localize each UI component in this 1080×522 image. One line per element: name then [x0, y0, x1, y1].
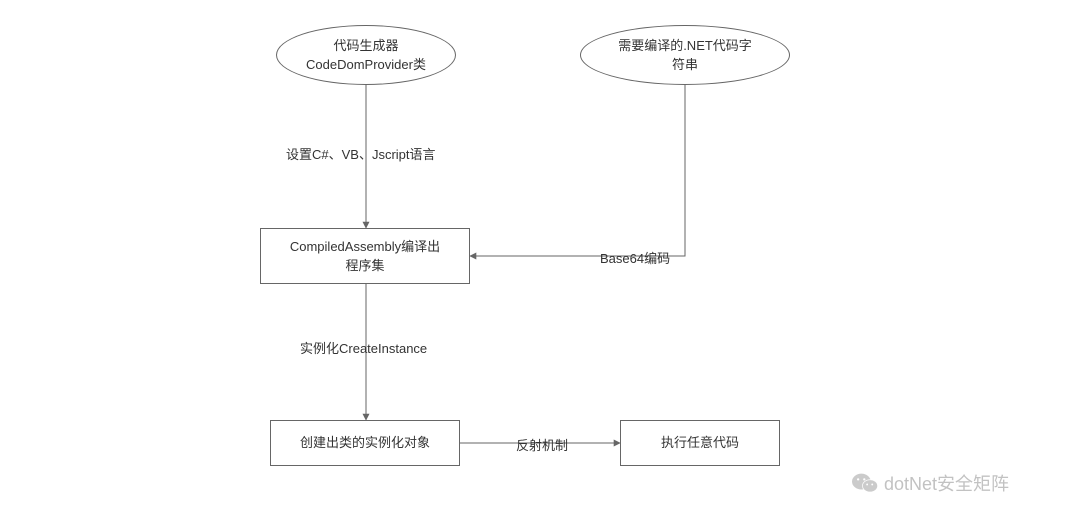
node-codedom-provider: 代码生成器 CodeDomProvider类 — [276, 25, 456, 85]
edge-label-createinstance: 实例化CreateInstance — [300, 338, 427, 357]
node-create-instance: 创建出类的实例化对象 — [270, 420, 460, 466]
watermark-text: dotNet安全矩阵 — [884, 470, 1009, 496]
node-execute-code: 执行任意代码 — [620, 420, 780, 466]
node-line: 符串 — [672, 55, 698, 75]
wechat-icon — [852, 472, 878, 494]
node-line: 程序集 — [345, 256, 384, 276]
node-line: 需要编译的.NET代码字 — [618, 36, 752, 56]
node-line: 执行任意代码 — [661, 433, 739, 453]
node-line: CompiledAssembly编译出 — [290, 237, 440, 257]
edge-label-reflection: 反射机制 — [516, 435, 568, 454]
node-compiled-assembly: CompiledAssembly编译出 程序集 — [260, 228, 470, 284]
edge-label-base64: Base64编码 — [600, 248, 670, 267]
watermark: dotNet安全矩阵 — [852, 470, 1009, 496]
edge-n2-n3 — [470, 85, 685, 256]
node-line: 创建出类的实例化对象 — [300, 433, 430, 453]
node-line: CodeDomProvider类 — [306, 55, 426, 75]
edge-label-language: 设置C#、VB、Jscript语言 — [286, 144, 436, 163]
node-line: 代码生成器 — [333, 36, 398, 56]
node-source-string: 需要编译的.NET代码字 符串 — [580, 25, 790, 85]
